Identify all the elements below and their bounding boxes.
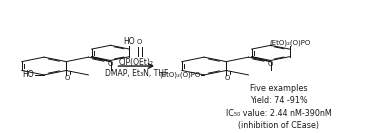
Text: O: O xyxy=(108,61,113,67)
Text: IC₅₀ value: 2.44 nM-390nM: IC₅₀ value: 2.44 nM-390nM xyxy=(226,109,332,118)
Text: (EtO)₂(O)PO: (EtO)₂(O)PO xyxy=(269,39,310,46)
Text: Yield: 74 -91%: Yield: 74 -91% xyxy=(250,96,307,105)
Text: (inhibition of CEase): (inhibition of CEase) xyxy=(238,121,319,130)
Text: O: O xyxy=(137,39,142,45)
Text: O: O xyxy=(225,75,231,81)
Text: HO: HO xyxy=(22,70,34,79)
Text: Five examples: Five examples xyxy=(250,84,307,93)
Text: DMAP, Et₃N, THF: DMAP, Et₃N, THF xyxy=(105,69,168,78)
Text: HO: HO xyxy=(124,37,135,46)
Text: O: O xyxy=(268,61,273,67)
Text: O: O xyxy=(65,75,70,81)
Text: (EtO)₂(O)PO: (EtO)₂(O)PO xyxy=(159,72,200,78)
Text: ClP(OEt)₂: ClP(OEt)₂ xyxy=(119,58,154,66)
